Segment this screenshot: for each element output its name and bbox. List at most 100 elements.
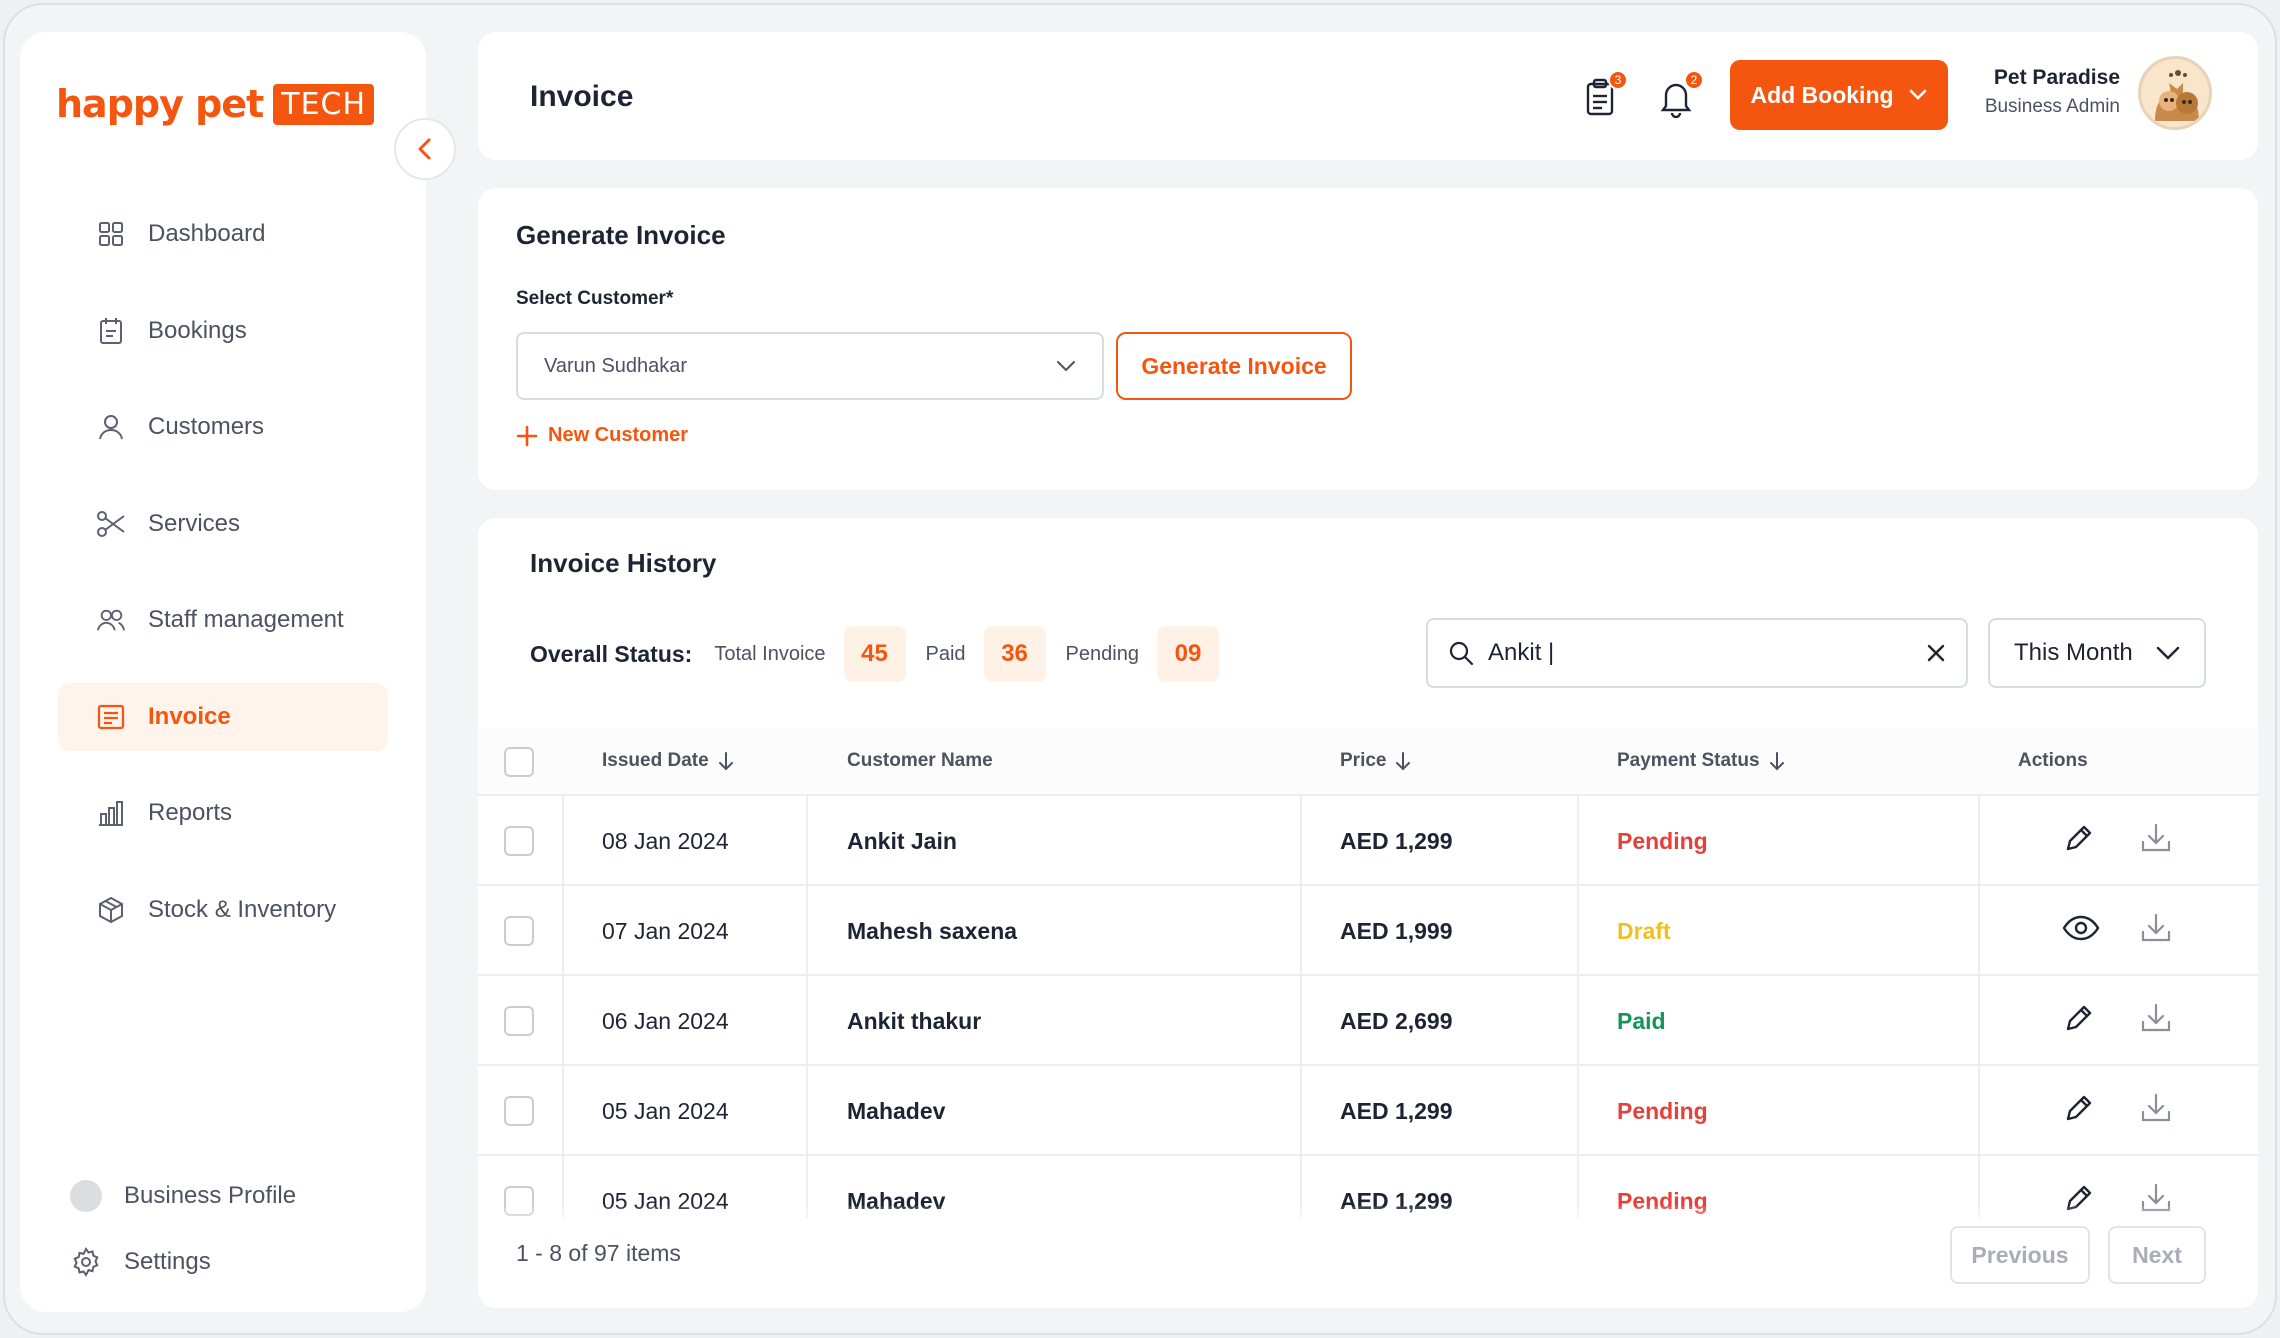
table-row[interactable]: 06 Jan 2024 Ankit thakur AED 2,699 Paid [478, 976, 2258, 1066]
column-divider [806, 886, 808, 976]
bell-icon [1660, 83, 1692, 119]
users-icon [96, 605, 126, 635]
edit-button[interactable] [2062, 1066, 2096, 1156]
invoice-icon [96, 702, 126, 732]
column-divider [562, 886, 564, 976]
brand-logo[interactable]: happy pet TECH [56, 82, 375, 126]
row-checkbox[interactable] [504, 826, 534, 856]
table-row[interactable]: 07 Jan 2024 Mahesh saxena AED 1,999 Draft [478, 886, 2258, 976]
previous-button[interactable]: Previous [1950, 1226, 2090, 1284]
column-divider [806, 1156, 808, 1246]
user-profile[interactable]: Pet Paradise Business Admin [1978, 66, 2202, 118]
view-button[interactable] [2062, 886, 2100, 976]
download-button[interactable] [2140, 886, 2172, 976]
column-divider [1300, 1156, 1302, 1246]
column-label: Payment Status [1617, 750, 1760, 771]
search-query: Ankit | [1488, 639, 1555, 666]
sort-down-icon [1769, 752, 1784, 771]
price: AED 2,699 [1340, 1007, 1453, 1034]
column-divider [1577, 796, 1579, 886]
notifications-button[interactable]: 2 [1658, 70, 1704, 119]
price: AED 1,299 [1340, 827, 1453, 854]
sidebar-item-label: Bookings [148, 316, 247, 344]
edit-button[interactable] [2062, 796, 2096, 886]
close-icon[interactable] [1926, 643, 1946, 663]
column-payment-status[interactable]: Payment Status [1617, 750, 1786, 772]
user-icon [96, 412, 126, 442]
payment-status: Pending [1617, 827, 1708, 854]
sidebar-item-staff[interactable]: Staff management [58, 586, 388, 654]
row-checkbox[interactable] [504, 1096, 534, 1126]
generate-invoice-card: Generate Invoice Select Customer* Varun … [478, 188, 2258, 490]
price: AED 1,299 [1340, 1097, 1453, 1124]
avatar[interactable] [2138, 56, 2212, 130]
download-icon [2140, 1092, 2172, 1130]
customer-name: Mahadev [847, 1097, 946, 1124]
search-input[interactable]: Ankit | [1426, 618, 1968, 688]
payment-status: Paid [1617, 1007, 1666, 1034]
column-label: Customer Name [847, 750, 993, 771]
column-divider [1978, 886, 1980, 976]
sidebar-item-stock[interactable]: Stock & Inventory [58, 876, 388, 944]
table-row[interactable]: 08 Jan 2024 Ankit Jain AED 1,299 Pending [478, 796, 2258, 886]
column-label: Price [1340, 750, 1387, 771]
price: AED 1,999 [1340, 917, 1453, 944]
top-header: Invoice 3 2 Add Booking Pet Paradise Bus… [478, 32, 2258, 160]
column-divider [1978, 796, 1980, 886]
column-divider [1300, 796, 1302, 886]
brand-word: happy pet [56, 82, 264, 126]
table-footer: 1 - 8 of 97 items Previous Next [478, 1218, 2258, 1308]
sidebar-item-label: Staff management [148, 606, 344, 633]
generate-invoice-button[interactable]: Generate Invoice [1116, 332, 1352, 400]
chevron-down-icon [1057, 361, 1075, 372]
sidebar-item-invoice[interactable]: Invoice [58, 682, 388, 751]
column-divider [562, 1066, 564, 1156]
settings-link[interactable]: Settings [70, 1242, 296, 1282]
pencil-icon [2062, 1091, 2096, 1131]
dashboard-icon [96, 219, 126, 249]
column-issued-date[interactable]: Issued Date [602, 750, 735, 772]
new-customer-link[interactable]: New Customer [516, 424, 688, 447]
edit-button[interactable] [2062, 976, 2096, 1066]
column-price[interactable]: Price [1340, 750, 1412, 772]
next-button[interactable]: Next [2108, 1226, 2206, 1284]
sidebar-item-bookings[interactable]: Bookings [58, 297, 388, 365]
settings-label: Settings [124, 1248, 211, 1275]
column-actions: Actions [2018, 750, 2088, 772]
business-profile-link[interactable]: Business Profile [70, 1176, 296, 1216]
sidebar-item-dashboard[interactable]: Dashboard [58, 200, 388, 268]
add-booking-button[interactable]: Add Booking [1730, 60, 1948, 130]
download-button[interactable] [2140, 976, 2172, 1066]
sidebar-item-services[interactable]: Services [58, 490, 388, 558]
row-checkbox[interactable] [504, 916, 534, 946]
tasks-button[interactable]: 3 [1582, 70, 1628, 118]
sidebar-item-customers[interactable]: Customers [58, 393, 388, 461]
box-icon [96, 895, 126, 925]
column-divider [1978, 1156, 1980, 1246]
period-select[interactable]: This Month [1988, 618, 2206, 688]
collapse-sidebar-button[interactable] [394, 118, 456, 180]
chevron-down-icon [2156, 646, 2180, 660]
row-checkbox[interactable] [504, 1006, 534, 1036]
download-icon [2140, 822, 2172, 860]
business-profile-label: Business Profile [124, 1182, 297, 1209]
tasks-badge: 3 [1608, 70, 1628, 90]
sidebar-item-reports[interactable]: Reports [58, 779, 388, 847]
download-button[interactable] [2140, 796, 2172, 886]
scissors-icon [96, 509, 126, 539]
invoice-history-card: Invoice History Overall Status: Total In… [478, 518, 2258, 1308]
column-divider [562, 796, 564, 886]
download-button[interactable] [2140, 1066, 2172, 1156]
chevron-down-icon [1909, 89, 1926, 100]
column-divider [1300, 886, 1302, 976]
sidebar-bottom: Business Profile Settings [70, 1176, 296, 1308]
column-divider [1300, 976, 1302, 1066]
column-divider [1577, 1066, 1579, 1156]
table-row[interactable]: 05 Jan 2024 Mahadev AED 1,299 Pending [478, 1066, 2258, 1156]
chevron-left-icon [418, 138, 431, 160]
customer-select[interactable]: Varun Sudhakar [516, 332, 1104, 400]
select-customer-label: Select Customer* [516, 288, 674, 309]
pencil-icon [2062, 1001, 2096, 1041]
select-all-checkbox[interactable] [504, 747, 534, 777]
notifications-badge: 2 [1684, 70, 1704, 90]
